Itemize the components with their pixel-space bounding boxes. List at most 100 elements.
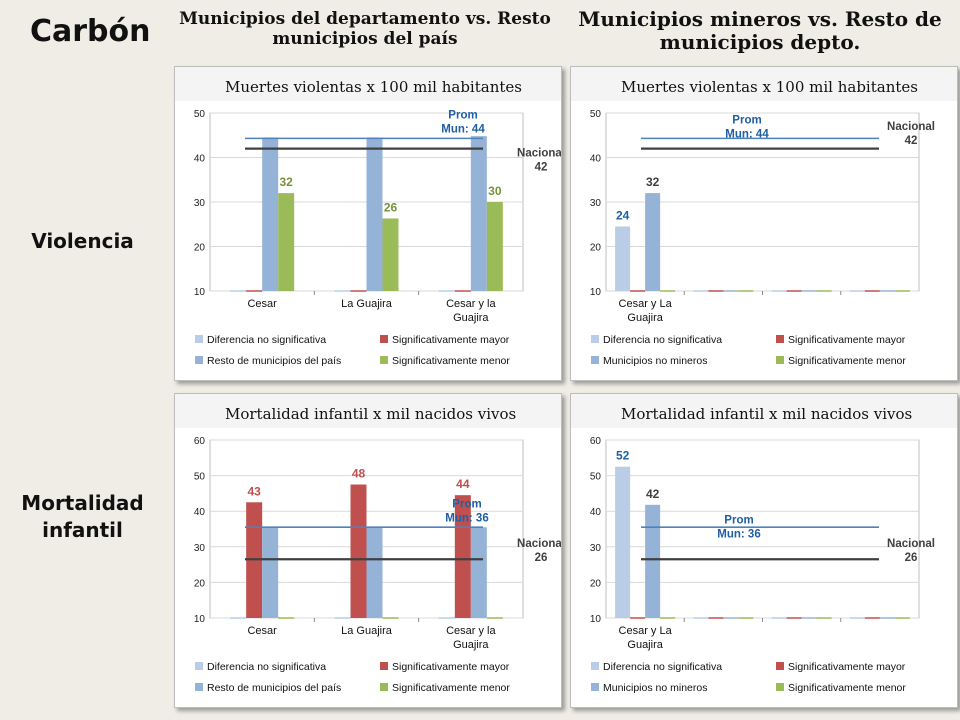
legend-label: Resto de municipios del país xyxy=(207,682,341,694)
bar-value-label: 48 xyxy=(352,467,366,481)
bar-value-label: 42 xyxy=(646,487,660,501)
y-tick-label: 40 xyxy=(194,507,206,518)
legend-label: Significativamente mayor xyxy=(392,334,510,346)
legend-swatch xyxy=(380,335,388,343)
nacional-label: Nacional xyxy=(887,538,935,550)
chart-violencia-mineros: Muertes violentas x 100 mil habitantes 10… xyxy=(571,67,957,380)
row-label-violencia: Violencia xyxy=(31,229,134,253)
bar-value-label: 52 xyxy=(616,449,630,463)
legend-label: Significativamente menor xyxy=(392,682,510,694)
y-tick-label: 10 xyxy=(194,614,206,625)
y-tick-label: 60 xyxy=(590,436,602,447)
y-tick-label: 20 xyxy=(194,578,206,589)
legend-swatch xyxy=(380,356,388,364)
nacional-label: 26 xyxy=(535,552,548,564)
legend-swatch xyxy=(380,662,388,670)
page-title: Carbón xyxy=(30,14,151,49)
chart-title-band xyxy=(175,394,561,428)
bar-resto-de-municipios-del-pa-s xyxy=(366,527,383,618)
legend-label: Resto de municipios del país xyxy=(207,355,341,367)
chart-violencia-depto: Muertes violentas x 100 mil habitantes 10… xyxy=(175,67,561,380)
bar-value-label: 30 xyxy=(488,184,502,198)
legend-swatch xyxy=(776,356,784,364)
y-tick-label: 10 xyxy=(590,614,602,625)
prom-label: Prom xyxy=(732,115,761,127)
prom-label: Prom xyxy=(452,499,481,511)
legend-swatch xyxy=(195,356,203,364)
chart-panel-violencia-depto: Muertes violentas x 100 mil habitantes 10… xyxy=(174,66,562,381)
y-tick-label: 50 xyxy=(194,109,206,120)
bar-value-label: 32 xyxy=(646,175,660,189)
bar-municipios-no-mineros xyxy=(645,504,661,618)
nacional-label: Nacional xyxy=(517,538,561,550)
bar-resto-de-municipios-del-pa-s xyxy=(470,527,487,618)
legend-label: Diferencia no significativa xyxy=(603,334,722,346)
chart-background xyxy=(571,67,957,380)
chart-background xyxy=(571,394,957,707)
legend-label: Municipios no mineros xyxy=(603,682,707,694)
chart-title-band xyxy=(571,67,957,101)
legend-label: Significativamente menor xyxy=(392,355,510,367)
x-category-label: La Guajira xyxy=(341,625,393,637)
y-tick-label: 60 xyxy=(194,436,206,447)
bar-significativamente-menor xyxy=(486,202,503,291)
legend-label: Municipios no mineros xyxy=(603,355,707,367)
chart-title-band xyxy=(175,67,561,101)
legend-swatch xyxy=(591,683,599,691)
y-tick-label: 10 xyxy=(590,287,602,298)
legend-swatch xyxy=(195,335,203,343)
prom-label: Prom xyxy=(448,109,477,121)
legend-swatch xyxy=(195,662,203,670)
bar-value-label: 43 xyxy=(247,484,261,498)
bar-municipios-no-mineros xyxy=(645,193,661,291)
legend-label: Significativamente mayor xyxy=(788,661,906,673)
bar-value-label: 44 xyxy=(456,477,470,491)
row-label-mortalidad: Mortalidad infantil xyxy=(21,491,144,542)
x-category-label: Guajira xyxy=(627,639,663,651)
y-tick-label: 40 xyxy=(590,154,602,165)
chart-mortalidad-mineros: Mortalidad infantil x mil nacidos vivos 1… xyxy=(571,394,957,707)
nacional-label: Nacional xyxy=(517,148,561,160)
column-header-mineros: Municipios mineros vs. Resto de municipi… xyxy=(578,7,942,54)
legend-swatch xyxy=(380,683,388,691)
bar-resto-de-municipios-del-pa-s xyxy=(366,137,383,291)
y-tick-label: 50 xyxy=(194,472,206,483)
chart-title: Muertes violentas x 100 mil habitantes xyxy=(225,78,522,96)
nacional-label: Nacional xyxy=(887,121,935,133)
prom-label: Mun: 44 xyxy=(725,129,769,141)
legend-label: Diferencia no significativa xyxy=(603,661,722,673)
chart-title: Muertes violentas x 100 mil habitantes xyxy=(621,78,918,96)
bar-diferencia-no-significativa xyxy=(615,466,631,618)
legend-swatch xyxy=(591,335,599,343)
chart-title: Mortalidad infantil x mil nacidos vivos xyxy=(225,405,516,423)
bar-significativamente-menor xyxy=(278,193,295,291)
y-tick-label: 50 xyxy=(590,472,602,483)
y-tick-label: 40 xyxy=(194,154,206,165)
legend-swatch xyxy=(776,662,784,670)
y-tick-label: 50 xyxy=(590,109,602,120)
bar-value-label: 32 xyxy=(279,175,293,189)
y-tick-label: 20 xyxy=(194,243,206,254)
y-tick-label: 30 xyxy=(194,198,206,209)
legend-label: Significativamente mayor xyxy=(392,661,510,673)
bar-significativamente-mayor xyxy=(350,484,367,618)
legend-swatch xyxy=(591,662,599,670)
x-category-label: Cesar xyxy=(247,298,277,310)
bar-value-label: 24 xyxy=(616,208,630,222)
y-tick-label: 10 xyxy=(194,287,206,298)
column-header-departamento: Municipios del departamento vs. Resto mu… xyxy=(179,9,551,49)
legend-swatch xyxy=(776,683,784,691)
bar-value-label: 26 xyxy=(384,200,398,214)
bar-resto-de-municipios-del-pa-s xyxy=(262,527,279,618)
x-category-label: Guajira xyxy=(453,639,489,651)
prom-label: Mun: 36 xyxy=(717,528,760,540)
y-tick-label: 30 xyxy=(590,543,602,554)
chart-title: Mortalidad infantil x mil nacidos vivos xyxy=(621,405,912,423)
chart-panel-mortalidad-depto: Mortalidad infantil x mil nacidos vivos 1… xyxy=(174,393,562,708)
legend-label: Diferencia no significativa xyxy=(207,661,326,673)
legend-label: Diferencia no significativa xyxy=(207,334,326,346)
x-category-label: Guajira xyxy=(627,312,663,324)
x-category-label: Cesar y La xyxy=(619,625,673,637)
legend-swatch xyxy=(591,356,599,364)
prom-label: Mun: 36 xyxy=(445,513,488,525)
